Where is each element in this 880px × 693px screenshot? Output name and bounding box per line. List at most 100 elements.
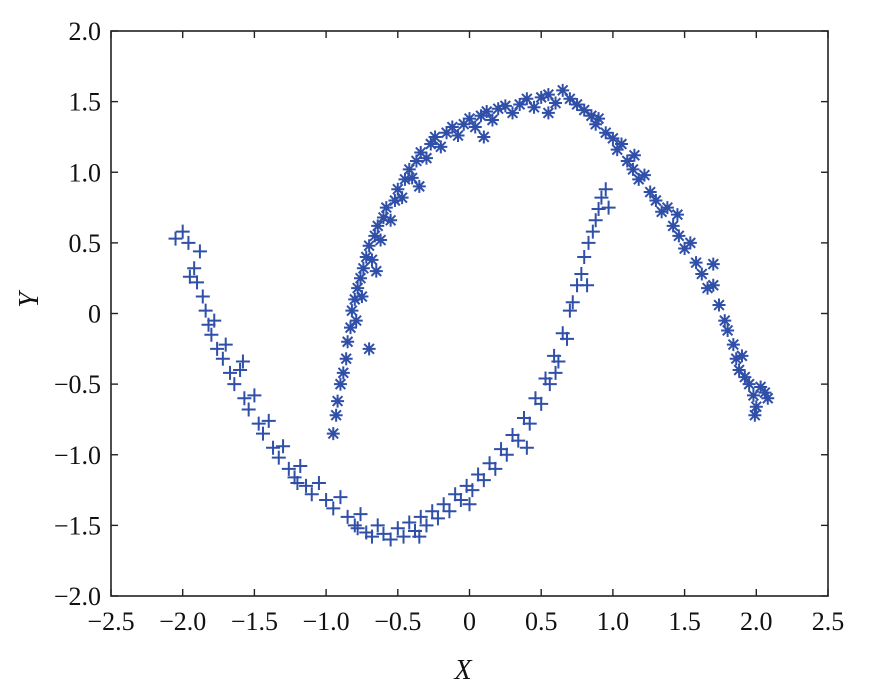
plus-marker xyxy=(207,313,222,328)
axis-ticks xyxy=(110,30,829,597)
plus-marker xyxy=(442,504,457,519)
y-tick-labels: −2.0 −1.5 −1.0 −0.5 0 0.5 1.0 1.5 2.0 xyxy=(54,17,101,611)
star-marker xyxy=(701,281,715,295)
star-marker xyxy=(428,130,442,144)
plus-marker xyxy=(577,250,592,264)
star-marker xyxy=(485,113,499,127)
plus-marker xyxy=(412,529,427,544)
star-marker xyxy=(369,264,383,278)
y-tick-label: −1.0 xyxy=(54,441,101,470)
plus-marker xyxy=(175,224,190,239)
plus-marker xyxy=(402,515,417,530)
star-marker xyxy=(520,92,534,106)
star-marker xyxy=(660,201,674,215)
plus-marker xyxy=(436,497,451,512)
plus-marker xyxy=(598,182,613,197)
star-marker xyxy=(721,323,735,337)
star-marker xyxy=(637,168,651,182)
star-marker xyxy=(666,219,680,233)
star-marker xyxy=(368,229,382,243)
plus-marker xyxy=(340,509,355,524)
star-marker xyxy=(513,97,527,111)
plus-marker xyxy=(350,521,365,536)
plus-marker xyxy=(251,416,266,431)
plus-marker xyxy=(562,303,577,318)
plus-marker xyxy=(353,507,368,522)
plus-marker xyxy=(591,201,606,216)
plus-marker xyxy=(534,396,549,411)
star-marker xyxy=(672,229,686,243)
y-tick-label: 0 xyxy=(88,300,101,329)
x-tick-label: 1.5 xyxy=(668,607,701,636)
star-marker xyxy=(374,233,388,247)
star-marker xyxy=(570,97,584,111)
star-marker xyxy=(726,338,740,352)
star-marker xyxy=(351,281,365,295)
plus-marker xyxy=(168,231,183,246)
plus-marker xyxy=(396,529,411,544)
plus-marker xyxy=(581,235,596,250)
star-marker xyxy=(424,137,438,151)
plus-marker xyxy=(585,224,600,239)
x-axis-label: X xyxy=(453,655,472,686)
y-tick-label: −0.5 xyxy=(54,370,101,399)
star-marker xyxy=(738,370,752,384)
plus-marker xyxy=(218,337,233,352)
series-2 xyxy=(168,182,616,547)
plus-marker xyxy=(376,526,391,541)
star-marker xyxy=(379,201,393,215)
star-marker xyxy=(388,194,402,207)
star-marker xyxy=(359,250,373,264)
plus-marker xyxy=(237,391,252,406)
star-marker xyxy=(354,271,368,285)
star-marker xyxy=(365,253,379,267)
star-marker xyxy=(742,377,756,391)
star-marker xyxy=(412,179,426,193)
plus-marker xyxy=(542,377,557,392)
y-tick-label: 2.0 xyxy=(69,17,102,46)
plus-marker xyxy=(548,365,563,380)
plus-marker xyxy=(462,497,477,512)
x-tick-label: −1.0 xyxy=(303,607,350,636)
star-marker xyxy=(746,388,760,402)
plus-marker xyxy=(210,341,225,356)
plus-marker xyxy=(256,426,271,441)
star-marker xyxy=(556,83,570,97)
plus-marker xyxy=(235,354,250,369)
plus-marker xyxy=(198,303,213,318)
star-marker xyxy=(678,242,692,256)
series-1 xyxy=(326,83,775,441)
plus-marker xyxy=(293,459,308,474)
star-marker xyxy=(606,131,620,145)
star-marker xyxy=(589,117,603,131)
x-tick-label: −2.0 xyxy=(159,607,206,636)
y-axis-label: Y xyxy=(14,289,45,308)
plus-marker xyxy=(181,235,196,250)
plus-marker xyxy=(247,388,262,403)
plus-marker xyxy=(499,447,514,462)
star-marker xyxy=(592,112,606,126)
plus-marker xyxy=(241,402,256,417)
star-marker xyxy=(754,380,768,394)
star-marker xyxy=(506,106,520,120)
y-tick-label: 0.5 xyxy=(69,229,102,258)
star-marker xyxy=(457,117,471,131)
plus-marker xyxy=(227,377,242,392)
star-marker xyxy=(341,335,355,349)
plus-marker xyxy=(266,440,281,455)
plus-marker xyxy=(304,487,319,502)
plus-marker xyxy=(588,213,603,228)
star-marker xyxy=(395,191,409,205)
star-marker xyxy=(706,278,720,292)
star-marker xyxy=(749,400,763,414)
star-marker xyxy=(384,213,398,227)
plus-marker xyxy=(326,501,341,516)
star-marker xyxy=(541,88,555,102)
x-tick-label: 2.5 xyxy=(812,607,845,636)
plus-marker xyxy=(453,492,468,507)
star-marker xyxy=(343,321,357,335)
star-marker xyxy=(732,363,746,377)
star-marker xyxy=(414,145,428,159)
star-marker xyxy=(345,304,359,318)
